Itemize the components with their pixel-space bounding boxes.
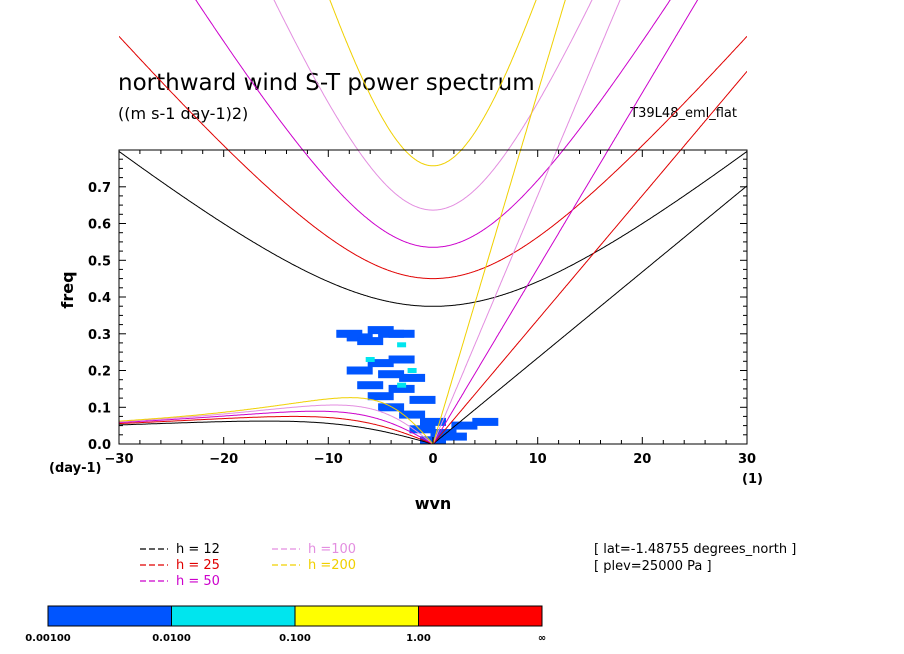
power-patch bbox=[407, 368, 417, 373]
power-patch bbox=[346, 366, 373, 375]
x-tick-label: 0 bbox=[428, 452, 437, 467]
x-tick-label: 30 bbox=[738, 452, 756, 467]
rossby-wave-curve bbox=[119, 404, 434, 444]
kelvin-wave-curve bbox=[432, 70, 747, 444]
legend-label: h =200 bbox=[308, 558, 356, 573]
power-patch bbox=[388, 355, 415, 364]
run-label: T39L48_eml_flat bbox=[629, 106, 737, 121]
power-patch bbox=[409, 395, 436, 404]
ig-wave-curve bbox=[329, 0, 537, 167]
power-spectrum-patches bbox=[336, 326, 499, 444]
x-tick-label: −30 bbox=[105, 452, 134, 467]
power-patch bbox=[365, 357, 375, 362]
y-tick-label: 0.3 bbox=[88, 328, 111, 343]
kelvin-wave-curve bbox=[432, 0, 699, 444]
y-axis-label: freq bbox=[58, 271, 77, 308]
power-patch bbox=[378, 370, 405, 379]
chart-subtitle: ((m s-1 day-1)2) bbox=[118, 104, 248, 123]
power-patch bbox=[388, 384, 415, 393]
x-axis: −30 −20 −10 0 10 20 30 bbox=[105, 150, 756, 467]
colorbar-label: 0.100 bbox=[279, 633, 311, 644]
y-unit-label: (day-1) bbox=[49, 461, 101, 476]
y-tick-label: 0.7 bbox=[88, 181, 111, 196]
x-tick-label: 10 bbox=[529, 452, 547, 467]
power-patch bbox=[397, 382, 407, 388]
y-tick-label: 0.0 bbox=[88, 438, 111, 453]
ig-wave-curve bbox=[195, 0, 671, 248]
colorbar-label: ∞ bbox=[538, 633, 546, 644]
dispersion-curves bbox=[119, 0, 747, 444]
ig-wave-curve bbox=[273, 0, 593, 211]
power-patch bbox=[440, 432, 467, 441]
power-patch bbox=[357, 337, 384, 346]
latitude-info: [ lat=-1.48755 degrees_north ] bbox=[594, 542, 796, 557]
power-patch bbox=[451, 421, 478, 430]
y-tick-label: 0.5 bbox=[88, 254, 111, 269]
x-tick-label: 20 bbox=[633, 452, 651, 467]
power-patch bbox=[397, 342, 407, 348]
pressure-level-info: [ plev=25000 Pa ] bbox=[594, 559, 712, 574]
power-patch bbox=[378, 403, 405, 412]
colorbar-swatch bbox=[294, 605, 419, 627]
power-patch bbox=[409, 425, 436, 434]
colorbar-swatch bbox=[418, 605, 543, 627]
legend-label: h = 25 bbox=[176, 558, 220, 573]
x-unit-label: (1) bbox=[742, 472, 763, 487]
power-patch bbox=[357, 381, 384, 390]
x-axis-label: wvn bbox=[415, 494, 452, 513]
power-patch bbox=[388, 329, 415, 338]
rossby-wave-curve bbox=[119, 420, 434, 444]
colorbar: 0.00100 0.0100 0.100 1.00 ∞ bbox=[25, 605, 546, 644]
colorbar-label: 1.00 bbox=[406, 633, 431, 644]
chart-title: northward wind S-T power spectrum bbox=[118, 70, 535, 96]
y-tick-label: 0.4 bbox=[88, 291, 111, 306]
ig-wave-curve bbox=[119, 151, 747, 307]
ig-wave-curve bbox=[119, 35, 747, 280]
colorbar-swatch bbox=[47, 605, 172, 627]
rossby-wave-curve bbox=[119, 415, 434, 444]
power-patch bbox=[399, 373, 426, 382]
y-tick-label: 0.6 bbox=[88, 218, 111, 233]
power-patch bbox=[367, 392, 394, 401]
rossby-wave-curve bbox=[119, 410, 434, 444]
kelvin-wave-curve bbox=[432, 0, 566, 444]
y-tick-label: 0.1 bbox=[88, 401, 111, 416]
colorbar-label: 0.0100 bbox=[152, 633, 191, 644]
kelvin-wave-curve bbox=[432, 0, 621, 444]
power-patch bbox=[399, 410, 426, 419]
power-patch bbox=[472, 417, 499, 426]
power-patch bbox=[367, 359, 394, 368]
x-tick-label: −10 bbox=[314, 452, 343, 467]
colorbar-swatch bbox=[171, 605, 296, 627]
x-tick-label: −20 bbox=[209, 452, 238, 467]
power-patch bbox=[420, 417, 446, 426]
rossby-wave-curve bbox=[119, 397, 434, 444]
colorbar-label: 0.00100 bbox=[25, 633, 71, 644]
legend-label: h = 12 bbox=[176, 542, 220, 557]
legend-label: h =100 bbox=[308, 542, 356, 557]
legend-label: h = 50 bbox=[176, 574, 220, 589]
kelvin-wave-curve bbox=[432, 185, 747, 444]
y-tick-label: 0.2 bbox=[88, 365, 111, 380]
y-axis: 0.0 0.1 0.2 0.3 0.4 0.5 0.6 0.7 bbox=[88, 149, 747, 453]
